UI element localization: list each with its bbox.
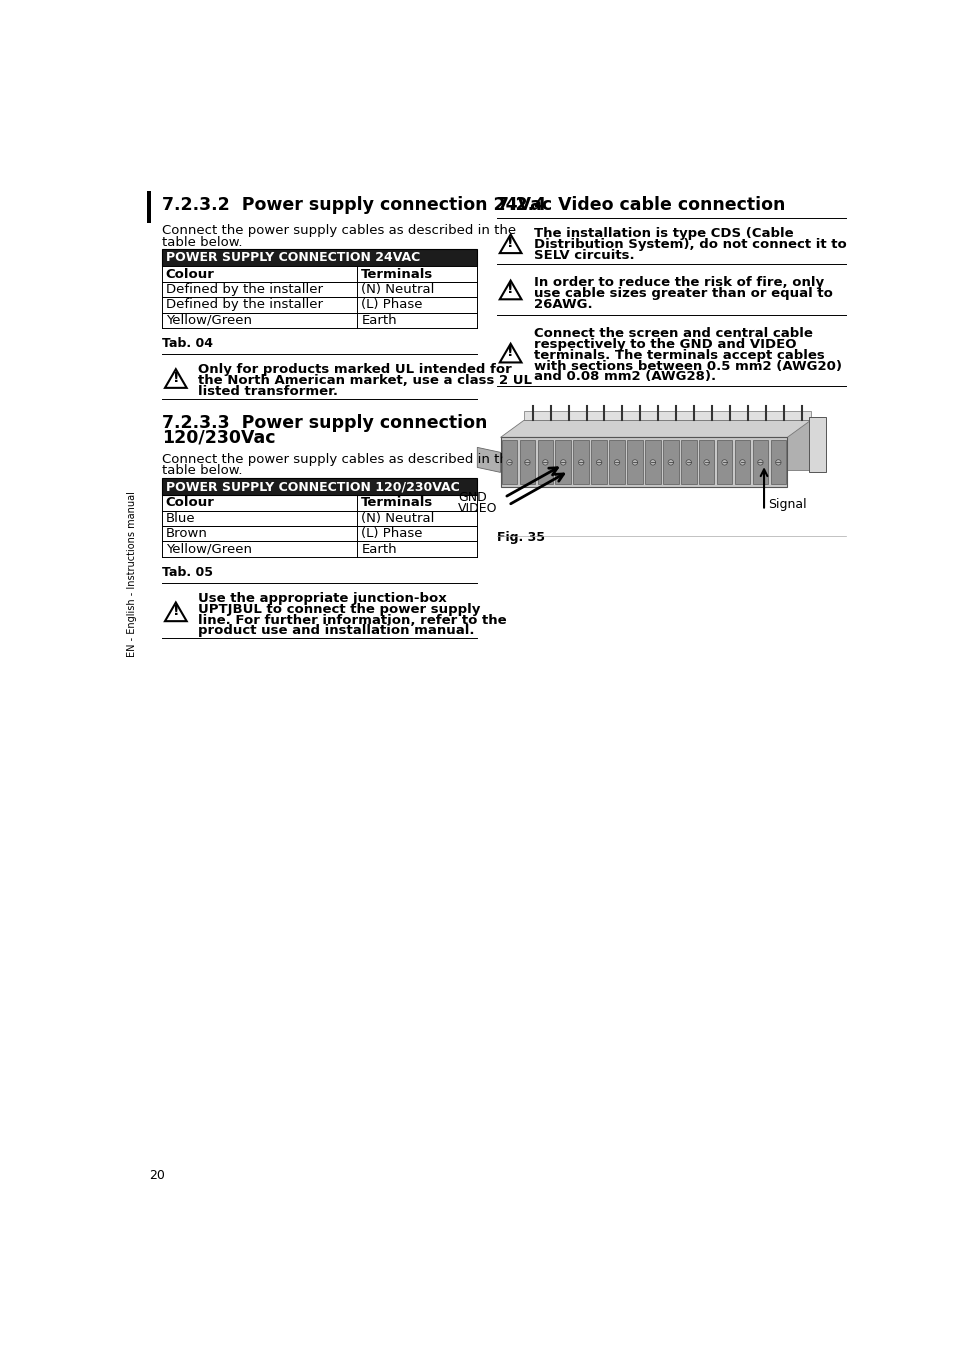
Text: Defined by the installer: Defined by the installer [166, 283, 322, 297]
Text: 26AWG.: 26AWG. [534, 298, 592, 311]
Bar [644, 440, 660, 485]
Text: !: ! [507, 282, 514, 297]
Text: Blue: Blue [166, 512, 195, 525]
Text: VIDEO: VIDEO [457, 502, 497, 515]
Text: The installation is type CDS (Cable: The installation is type CDS (Cable [534, 227, 793, 240]
Circle shape [560, 460, 565, 464]
Text: 120/230Vac: 120/230Vac [162, 428, 275, 445]
Circle shape [721, 460, 726, 464]
Bar [537, 440, 553, 485]
Text: table below.: table below. [162, 236, 242, 249]
Text: Yellow/Green: Yellow/Green [166, 543, 252, 555]
Text: Terminals: Terminals [361, 497, 433, 509]
Text: Signal: Signal [767, 498, 805, 510]
Text: 7.2.4  Video cable connection: 7.2.4 Video cable connection [497, 196, 784, 214]
Text: 7.2.3.2  Power supply connection 24Vac: 7.2.3.2 Power supply connection 24Vac [162, 196, 552, 214]
Bar [808, 417, 825, 473]
Text: with sections between 0.5 mm2 (AWG20): with sections between 0.5 mm2 (AWG20) [534, 360, 841, 372]
Text: Tab. 04: Tab. 04 [162, 337, 213, 351]
Bar [626, 440, 642, 485]
Bar [162, 267, 476, 282]
Text: Defined by the installer: Defined by the installer [166, 298, 322, 311]
Text: Colour: Colour [166, 497, 214, 509]
Text: EN - English - Instructions manual: EN - English - Instructions manual [128, 490, 137, 657]
Polygon shape [476, 447, 500, 473]
Bar [555, 440, 571, 485]
Circle shape [542, 460, 547, 464]
Text: !: ! [507, 345, 514, 359]
Text: !: ! [172, 371, 179, 385]
Circle shape [596, 460, 601, 464]
Text: (N) Neutral: (N) Neutral [361, 512, 435, 525]
Text: Earth: Earth [361, 314, 396, 326]
Circle shape [614, 460, 619, 464]
Text: 20: 20 [149, 1169, 165, 1182]
Bar [680, 440, 696, 485]
Bar [734, 440, 749, 485]
Bar [501, 440, 517, 485]
Text: listed transformer.: listed transformer. [197, 385, 337, 398]
Text: !: ! [172, 604, 179, 617]
Circle shape [775, 460, 781, 464]
Text: respectively to the GND and VIDEO: respectively to the GND and VIDEO [534, 338, 796, 351]
Text: In order to reduce the risk of fire, only: In order to reduce the risk of fire, onl… [534, 276, 823, 290]
Text: Colour: Colour [166, 268, 214, 280]
Text: !: ! [507, 236, 514, 250]
Text: Connect the power supply cables as described in the: Connect the power supply cables as descr… [162, 452, 516, 466]
Circle shape [650, 460, 655, 464]
Bar [662, 440, 678, 485]
Bar [147, 191, 151, 223]
Polygon shape [523, 421, 810, 470]
Text: Fig. 35: Fig. 35 [497, 531, 544, 544]
Bar [716, 440, 732, 485]
Text: product use and installation manual.: product use and installation manual. [197, 624, 474, 638]
Bar [699, 440, 714, 485]
Bar [770, 440, 785, 485]
Text: Connect the power supply cables as described in the: Connect the power supply cables as descr… [162, 223, 516, 237]
Circle shape [685, 460, 691, 464]
Bar [591, 440, 606, 485]
Text: the North American market, use a class 2 UL: the North American market, use a class 2… [197, 374, 531, 387]
Polygon shape [523, 412, 810, 421]
Text: use cable sizes greater than or equal to: use cable sizes greater than or equal to [534, 287, 832, 301]
Circle shape [703, 460, 709, 464]
Text: line. For further information, refer to the: line. For further information, refer to … [197, 613, 506, 627]
Text: (L) Phase: (L) Phase [361, 527, 422, 540]
Text: Brown: Brown [166, 527, 208, 540]
Circle shape [524, 460, 530, 464]
Bar [573, 440, 588, 485]
Circle shape [739, 460, 744, 464]
Text: Only for products marked UL intended for: Only for products marked UL intended for [197, 363, 511, 376]
Text: 7.2.3.3  Power supply connection: 7.2.3.3 Power supply connection [162, 414, 487, 432]
Bar [752, 440, 767, 485]
Text: Yellow/Green: Yellow/Green [166, 314, 252, 326]
Polygon shape [500, 421, 810, 437]
Text: (L) Phase: (L) Phase [361, 298, 422, 311]
Circle shape [578, 460, 583, 464]
Text: Use the appropriate junction-box: Use the appropriate junction-box [197, 592, 446, 605]
Text: Connect the screen and central cable: Connect the screen and central cable [534, 328, 812, 340]
Text: POWER SUPPLY CONNECTION 120/230VAC: POWER SUPPLY CONNECTION 120/230VAC [166, 481, 459, 493]
Text: SELV circuits.: SELV circuits. [534, 249, 634, 261]
Text: GND: GND [457, 492, 486, 504]
Circle shape [757, 460, 762, 464]
Text: table below.: table below. [162, 464, 242, 478]
Circle shape [667, 460, 673, 464]
Polygon shape [500, 437, 786, 487]
Text: terminals. The terminals accept cables: terminals. The terminals accept cables [534, 349, 823, 362]
Bar [162, 249, 476, 267]
Text: and 0.08 mm2 (AWG28).: and 0.08 mm2 (AWG28). [534, 371, 716, 383]
Text: POWER SUPPLY CONNECTION 24VAC: POWER SUPPLY CONNECTION 24VAC [166, 252, 419, 264]
Text: UPTJBUL to connect the power supply: UPTJBUL to connect the power supply [197, 603, 479, 616]
Text: (N) Neutral: (N) Neutral [361, 283, 435, 297]
Text: Distribution System), do not connect it to: Distribution System), do not connect it … [534, 238, 845, 250]
Text: Tab. 05: Tab. 05 [162, 566, 213, 580]
Bar [162, 478, 476, 496]
Circle shape [506, 460, 512, 464]
Bar [519, 440, 535, 485]
Text: Terminals: Terminals [361, 268, 433, 280]
Text: Earth: Earth [361, 543, 396, 555]
Circle shape [632, 460, 637, 464]
Bar [609, 440, 624, 485]
